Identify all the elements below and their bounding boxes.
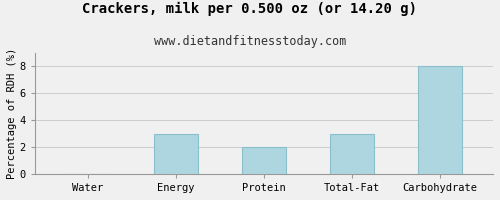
Bar (154, 134, 198, 174)
Text: Crackers, milk per 0.500 oz (or 14.20 g): Crackers, milk per 0.500 oz (or 14.20 g) (82, 2, 417, 16)
Bar (330, 134, 374, 174)
Bar (242, 147, 286, 174)
Bar (418, 66, 462, 174)
Y-axis label: Percentage of RDH (%): Percentage of RDH (%) (7, 48, 17, 179)
Text: www.dietandfitnesstoday.com: www.dietandfitnesstoday.com (154, 35, 346, 48)
